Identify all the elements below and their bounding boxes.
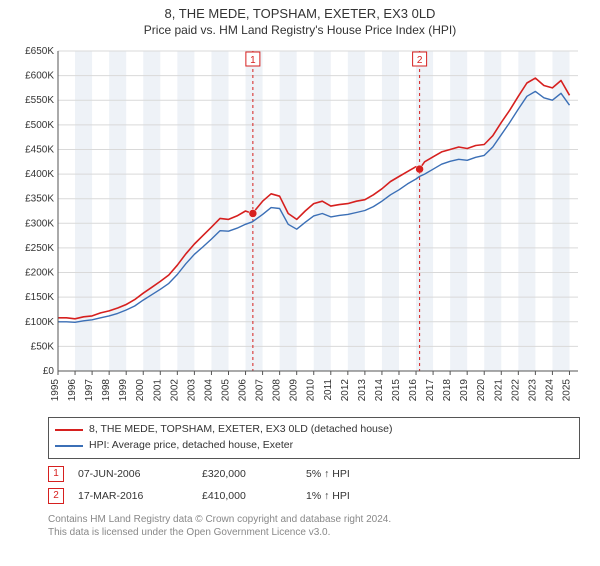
legend-label: HPI: Average price, detached house, Exet…: [89, 438, 293, 454]
svg-text:2021: 2021: [493, 379, 504, 402]
sales-table: 1 07-JUN-2006 £320,000 5% ↑ HPI 2 17-MAR-2016…: [48, 463, 580, 507]
svg-text:£100K: £100K: [25, 317, 54, 328]
sale-price: £410,000: [202, 490, 292, 502]
svg-text:£600K: £600K: [25, 71, 54, 82]
sale-price: £320,000: [202, 468, 292, 480]
svg-text:2007: 2007: [255, 379, 266, 402]
svg-text:2006: 2006: [238, 379, 249, 402]
legend-label: 8, THE MEDE, TOPSHAM, EXETER, EX3 0LD (d…: [89, 422, 392, 438]
svg-text:2020: 2020: [476, 379, 487, 402]
chart-subtitle: Price paid vs. HM Land Registry's House …: [0, 23, 600, 37]
footnote-line-2: This data is licensed under the Open Gov…: [48, 526, 580, 539]
svg-text:2019: 2019: [459, 379, 470, 402]
svg-text:2018: 2018: [442, 379, 453, 402]
svg-text:£350K: £350K: [25, 194, 54, 205]
svg-text:2000: 2000: [135, 379, 146, 402]
svg-text:2004: 2004: [203, 379, 214, 402]
sale-delta: 1% ↑ HPI: [306, 490, 350, 502]
sale-marker: 2: [48, 488, 64, 504]
svg-text:2015: 2015: [391, 379, 402, 402]
svg-text:£400K: £400K: [25, 169, 54, 180]
svg-text:2: 2: [417, 55, 423, 66]
svg-text:2024: 2024: [544, 379, 555, 402]
svg-text:2022: 2022: [510, 379, 521, 402]
svg-text:2010: 2010: [306, 379, 317, 402]
svg-text:2001: 2001: [152, 379, 163, 402]
svg-text:2014: 2014: [374, 379, 385, 402]
svg-text:2012: 2012: [340, 379, 351, 402]
sale-delta: 5% ↑ HPI: [306, 468, 350, 480]
sale-marker: 1: [48, 466, 64, 482]
legend-row: 8, THE MEDE, TOPSHAM, EXETER, EX3 0LD (d…: [55, 422, 573, 438]
svg-text:2016: 2016: [408, 379, 419, 402]
svg-text:2005: 2005: [220, 379, 231, 402]
footnote: Contains HM Land Registry data © Crown c…: [48, 513, 580, 539]
chart-svg: £0 £50K £100K £150K £200K £250K £300K £350K £400…: [10, 41, 590, 411]
footnote-line-1: Contains HM Land Registry data © Crown c…: [48, 513, 580, 526]
sale-row: 2 17-MAR-2016 £410,000 1% ↑ HPI: [48, 485, 580, 507]
svg-text:£650K: £650K: [25, 46, 54, 57]
svg-text:2009: 2009: [289, 379, 300, 402]
svg-text:2002: 2002: [169, 379, 180, 402]
svg-text:1999: 1999: [118, 379, 129, 402]
svg-text:1995: 1995: [50, 379, 61, 402]
svg-text:2011: 2011: [323, 379, 334, 401]
svg-text:2017: 2017: [425, 379, 436, 402]
page-title: 8, THE MEDE, TOPSHAM, EXETER, EX3 0LD: [0, 6, 600, 21]
price-chart: £0 £50K £100K £150K £200K £250K £300K £350K £400…: [10, 41, 590, 411]
svg-text:1997: 1997: [84, 379, 95, 402]
svg-text:2003: 2003: [186, 379, 197, 402]
svg-text:1998: 1998: [101, 379, 112, 402]
svg-text:£0: £0: [43, 366, 55, 377]
svg-text:1: 1: [250, 55, 256, 66]
sale-date: 17-MAR-2016: [78, 490, 188, 502]
svg-text:£500K: £500K: [25, 120, 54, 131]
legend-swatch: [55, 429, 83, 431]
legend: 8, THE MEDE, TOPSHAM, EXETER, EX3 0LD (d…: [48, 417, 580, 459]
svg-text:1996: 1996: [67, 379, 78, 402]
svg-text:£550K: £550K: [25, 95, 54, 106]
svg-text:£300K: £300K: [25, 218, 54, 229]
svg-text:£200K: £200K: [25, 268, 54, 279]
legend-swatch: [55, 445, 83, 447]
sale-row: 1 07-JUN-2006 £320,000 5% ↑ HPI: [48, 463, 580, 485]
svg-text:£450K: £450K: [25, 144, 54, 155]
svg-text:2023: 2023: [527, 379, 538, 402]
svg-text:£250K: £250K: [25, 243, 54, 254]
svg-text:£50K: £50K: [31, 341, 55, 352]
svg-text:£150K: £150K: [25, 292, 54, 303]
legend-row: HPI: Average price, detached house, Exet…: [55, 438, 573, 454]
sale-date: 07-JUN-2006: [78, 468, 188, 480]
svg-text:2025: 2025: [561, 379, 572, 402]
svg-text:2013: 2013: [357, 379, 368, 402]
svg-text:2008: 2008: [272, 379, 283, 402]
